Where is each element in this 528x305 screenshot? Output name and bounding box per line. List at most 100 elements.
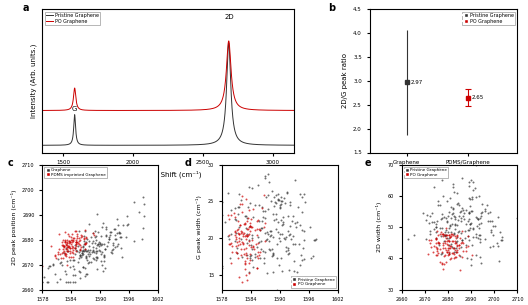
Point — [244, 207, 253, 212]
Point — [76, 253, 84, 257]
Point — [93, 254, 101, 259]
PO Graphene — [225, 39, 232, 43]
Y-axis label: 2D width (cm⁻¹): 2D width (cm⁻¹) — [376, 202, 382, 253]
Point — [445, 232, 454, 237]
Point — [63, 243, 71, 248]
Point — [450, 246, 458, 250]
PO Graphene — [290, 109, 297, 112]
Point — [259, 214, 268, 219]
Point — [53, 280, 61, 285]
Point — [457, 230, 466, 235]
Point — [95, 239, 103, 244]
Point — [248, 265, 257, 270]
Point — [294, 205, 303, 210]
Point — [494, 244, 502, 249]
Point — [433, 228, 441, 233]
Point — [442, 227, 450, 232]
Point — [60, 251, 69, 256]
Point — [73, 232, 82, 237]
Point — [262, 238, 270, 242]
Point — [431, 236, 440, 241]
Point — [105, 236, 113, 241]
Point — [300, 192, 308, 197]
Y-axis label: 2D/G peak ratio: 2D/G peak ratio — [342, 53, 347, 108]
Point — [49, 262, 57, 267]
Point — [96, 243, 105, 248]
Point — [498, 235, 506, 240]
Point — [109, 247, 117, 252]
Point — [465, 210, 474, 215]
Point — [457, 238, 466, 243]
Point — [452, 241, 460, 246]
Point — [465, 217, 473, 222]
Point — [448, 231, 456, 236]
Point — [285, 250, 293, 255]
Point — [453, 235, 461, 239]
Point — [448, 205, 457, 210]
Text: 2D: 2D — [224, 14, 234, 20]
Point — [263, 231, 272, 236]
Point — [446, 196, 455, 201]
Point — [246, 257, 254, 262]
Point — [261, 174, 269, 179]
Point — [43, 280, 52, 285]
Point — [237, 229, 245, 234]
Point — [80, 246, 89, 251]
Point — [450, 190, 459, 195]
Point — [81, 229, 90, 234]
Point — [60, 245, 69, 250]
Point — [71, 280, 79, 285]
Point — [455, 228, 463, 233]
Point — [241, 259, 249, 264]
Point — [61, 242, 70, 247]
Point — [239, 241, 247, 246]
Point — [72, 242, 81, 247]
Point — [234, 211, 242, 216]
Point — [70, 235, 79, 240]
Point — [89, 249, 98, 254]
Point — [439, 194, 448, 199]
Point — [81, 242, 90, 247]
Point — [431, 253, 440, 257]
Point — [258, 219, 267, 224]
Point — [241, 220, 250, 225]
Point — [297, 253, 305, 258]
Point — [237, 247, 246, 252]
Point — [99, 221, 107, 226]
Point — [89, 255, 97, 260]
Point — [450, 230, 458, 235]
Point — [258, 205, 266, 210]
Point — [92, 250, 100, 255]
Point — [274, 192, 282, 197]
Point — [38, 264, 46, 268]
Point — [247, 244, 255, 249]
Point — [426, 240, 434, 245]
Point — [463, 256, 472, 261]
Line: Pristine Graphene: Pristine Graphene — [42, 43, 294, 145]
Point — [57, 240, 65, 245]
Point — [107, 230, 115, 235]
Point — [269, 251, 277, 256]
Point — [273, 287, 281, 292]
Point — [61, 239, 69, 244]
Point — [235, 202, 244, 206]
Point — [447, 242, 455, 247]
Point — [446, 255, 455, 260]
Point — [118, 255, 126, 260]
Point — [299, 256, 308, 261]
Point — [65, 245, 73, 249]
Line: PO Graphene: PO Graphene — [42, 41, 294, 110]
Point — [306, 278, 314, 283]
Point — [232, 234, 240, 239]
Point — [452, 235, 460, 240]
Point — [241, 260, 249, 265]
Point — [269, 251, 277, 256]
Point — [98, 242, 107, 246]
Point — [70, 257, 78, 262]
Point — [73, 240, 82, 245]
Point — [464, 237, 473, 242]
Point — [426, 232, 434, 237]
Point — [438, 212, 447, 217]
Point — [433, 252, 441, 257]
Point — [243, 241, 251, 246]
